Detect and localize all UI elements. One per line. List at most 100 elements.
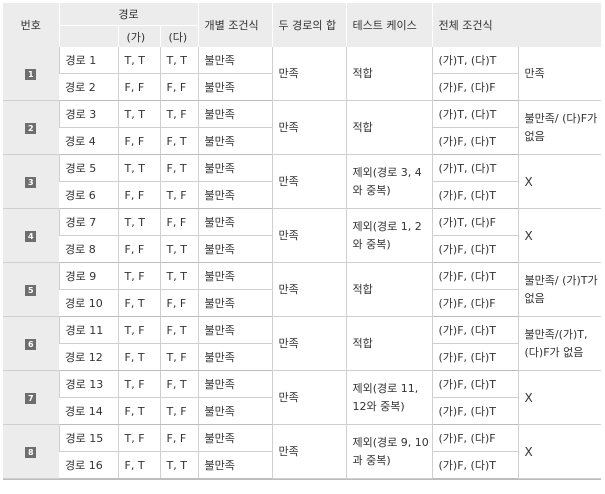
table-row: 6 경로 11 T, F F, T 불만족 만족 적합 (가)F, (다)T 불만족/(가)T,… [3, 316, 602, 371]
path-ga-value: F, T [117, 289, 160, 317]
path-name: 경로 11 [58, 316, 118, 344]
overall-condition: (가)T, (다)T [431, 154, 519, 182]
path-sum: 만족 [271, 154, 347, 209]
table-row: 경로 6 F, F T, F 불만족 (가)F, (다)T [3, 181, 601, 209]
group-number-badge: 7 [25, 393, 37, 404]
overall-result: 불만족/ (다)F가 없음 [517, 100, 602, 155]
overall-condition: (가)F, (다)T [431, 370, 519, 398]
individual-condition: 불만족 [197, 289, 273, 317]
table-row: 8 경로 15 T, F F, F 불만족 만족 제외(경로 9, 10과 중복) (가)F,… [3, 424, 602, 479]
table-row: 경로 8 F, F T, T 불만족 (가)F, (다)T [3, 235, 601, 263]
path-da-value: F, F [159, 424, 199, 452]
path-sum: 만족 [271, 424, 347, 479]
group-number-badge: 3 [25, 177, 37, 188]
overall-condition: (가)F, (다)T [431, 397, 519, 425]
header-path-ga: (가) [117, 25, 160, 47]
path-sum: 만족 [271, 370, 347, 425]
path-sum: 만족 [271, 47, 347, 101]
table-row: 경로 4 F, F F, T 불만족 (가)F, (다)T [3, 127, 601, 155]
table-row: 7 경로 13 T, F F, T 불만족 만족 제외(경로 11, 12와 중복) (가)F… [3, 370, 602, 425]
table-row: 4 경로 7 T, T F, F 불만족 만족 제외(경로 1, 2와 중복) (가)T, (… [3, 208, 602, 263]
condition-table: 번호 경로 개별 조건식 두 경로의 합 테스트 케이스 전체 조건식 (가) … [3, 3, 602, 479]
test-case: 적합 [345, 100, 433, 155]
group-number-badge: 5 [25, 285, 37, 296]
path-ga-value: F, F [117, 181, 160, 209]
path-ga-value: F, T [117, 397, 160, 425]
overall-condition: (가)F, (다)T [431, 181, 519, 209]
path-da-value: F, T [159, 370, 199, 398]
path-name: 경로 10 [59, 289, 118, 317]
path-da-value: T, F [159, 343, 199, 371]
overall-result: X [517, 154, 602, 209]
path-name: 경로 2 [59, 73, 118, 101]
individual-condition: 불만족 [197, 451, 273, 479]
overall-condition: (가)T, (다)T [431, 100, 519, 128]
table-row: 5 경로 9 T, F T, T 불만족 만족 적합 (가)F, (다)T 불만족/ (가)T가… [3, 262, 602, 317]
path-name: 경로 6 [59, 181, 118, 209]
path-ga-value: F, F [117, 73, 160, 101]
header-path-da: (다) [159, 25, 199, 47]
path-da-value: F, F [159, 289, 199, 317]
overall-condition: (가)F, (다)F [431, 289, 519, 317]
individual-condition: 불만족 [197, 73, 273, 101]
group-number-badge: 2 [25, 123, 37, 134]
test-case: 적합 [345, 262, 433, 317]
path-name: 경로 15 [58, 424, 118, 452]
path-ga-value: T, F [117, 424, 160, 452]
table-row: 경로 10 F, T F, F 불만족 (가)F, (다)F [3, 289, 601, 317]
group-number-cell: 3 [3, 154, 59, 209]
group-number-cell: 2 [3, 100, 59, 155]
table-row: 3 경로 5 T, T F, T 불만족 만족 제외(경로 3, 4와 중복) (가)T, (… [3, 154, 602, 209]
path-sum: 만족 [271, 100, 347, 155]
path-name: 경로 16 [59, 451, 118, 479]
overall-condition: (가)F, (다)T [431, 235, 519, 263]
overall-condition: (가)F, (다)F [431, 424, 519, 452]
path-ga-value: T, T [117, 100, 160, 128]
path-ga-value: T, T [117, 47, 160, 74]
path-ga-value: F, F [117, 235, 160, 263]
group-number-cell: 6 [3, 316, 59, 371]
path-name: 경로 13 [58, 370, 118, 398]
overall-condition: (가)F, (다)T [431, 451, 519, 479]
individual-condition: 불만족 [197, 424, 273, 452]
group-number-badge: 4 [25, 231, 37, 242]
path-ga-value: T, T [117, 154, 160, 182]
path-name: 경로 3 [58, 100, 118, 128]
path-da-value: T, T [159, 451, 199, 479]
overall-result: X [517, 370, 602, 425]
header-individual-condition: 개별 조건식 [197, 3, 273, 47]
header-path-sum: 두 경로의 합 [271, 3, 347, 47]
individual-condition: 불만족 [197, 100, 273, 128]
individual-condition: 불만족 [197, 181, 273, 209]
path-ga-value: F, T [117, 343, 160, 371]
test-case: 적합 [345, 47, 433, 101]
bottom-rule [3, 479, 601, 480]
path-da-value: F, T [159, 316, 199, 344]
overall-condition: (가)T, (다)F [431, 208, 519, 236]
path-sum: 만족 [271, 208, 347, 263]
individual-condition: 불만족 [197, 235, 273, 263]
path-da-value: F, T [159, 127, 199, 155]
path-da-value: T, F [159, 100, 199, 128]
overall-condition: (가)F, (다)T [431, 262, 519, 290]
individual-condition: 불만족 [197, 262, 273, 290]
header-number: 번호 [3, 3, 59, 47]
path-da-value: T, T [159, 47, 199, 74]
header-test-case: 테스트 케이스 [345, 3, 433, 47]
group-number-badge: 1 [25, 69, 37, 80]
individual-condition: 불만족 [197, 127, 273, 155]
path-ga-value: T, F [117, 262, 160, 290]
path-ga-value: T, T [117, 208, 160, 236]
header-path: 경로 [58, 3, 199, 26]
overall-result: 불만족/ (가)T가 없음 [517, 262, 602, 317]
path-name: 경로 9 [58, 262, 118, 290]
path-ga-value: T, F [117, 370, 160, 398]
path-sum: 만족 [271, 262, 347, 317]
path-ga-value: F, T [117, 451, 160, 479]
path-name: 경로 1 [58, 47, 118, 74]
overall-condition: (가)T, (다)T [431, 47, 519, 74]
overall-condition: (가)F, (다)T [431, 127, 519, 155]
table-row: 2 경로 3 T, T T, F 불만족 만족 적합 (가)T, (다)T 불만족/ (다)F가… [3, 100, 602, 155]
overall-result: X [517, 424, 602, 479]
test-case: 제외(경로 9, 10과 중복) [345, 424, 433, 479]
